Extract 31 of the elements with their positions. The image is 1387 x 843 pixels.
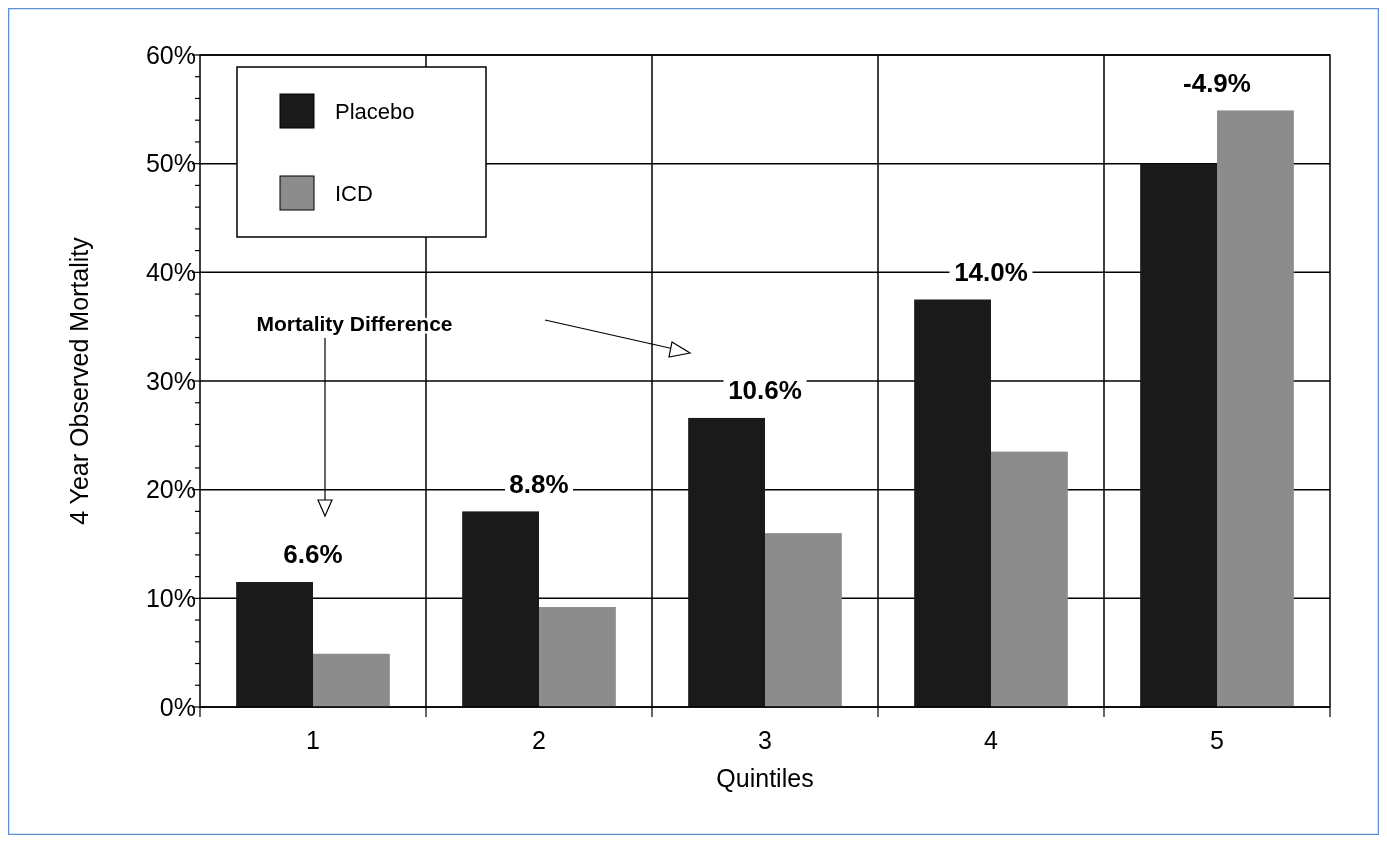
annotation: 14.0% <box>954 256 1028 287</box>
x-tick-label: 1 <box>306 726 320 754</box>
annotation: 10.6% <box>728 375 802 406</box>
y-tick-label: 30% <box>145 366 196 395</box>
y-tick-label: 50% <box>145 149 196 178</box>
y-tick-label: 40% <box>145 258 196 287</box>
bar <box>1217 110 1294 707</box>
x-tick-label: 5 <box>1210 726 1224 754</box>
bar <box>1140 163 1217 707</box>
bar <box>765 533 842 707</box>
y-tick-label: 10% <box>145 584 196 613</box>
bar <box>688 417 765 707</box>
legend-label: Placebo <box>335 98 415 124</box>
x-tick-label: 2 <box>532 726 546 754</box>
x-tick-label: 3 <box>758 726 772 754</box>
legend-label: ICD <box>335 180 373 206</box>
y-axis-title: 4 Year Observed Mortality <box>65 236 93 525</box>
bar <box>991 451 1068 707</box>
bar <box>236 582 313 707</box>
annotation: -4.9% <box>1183 67 1251 98</box>
annotation: 8.8% <box>509 468 569 499</box>
y-tick-label: 20% <box>145 475 196 504</box>
y-tick-label: 60% <box>145 40 196 69</box>
y-tick-label: 0% <box>159 692 196 721</box>
bar <box>914 299 991 707</box>
x-tick-label: 4 <box>984 726 999 754</box>
bar <box>539 607 616 707</box>
bar <box>313 653 390 707</box>
x-axis-title: Quintiles <box>716 764 814 792</box>
annotation: 6.6% <box>283 539 343 570</box>
bar <box>462 511 539 707</box>
